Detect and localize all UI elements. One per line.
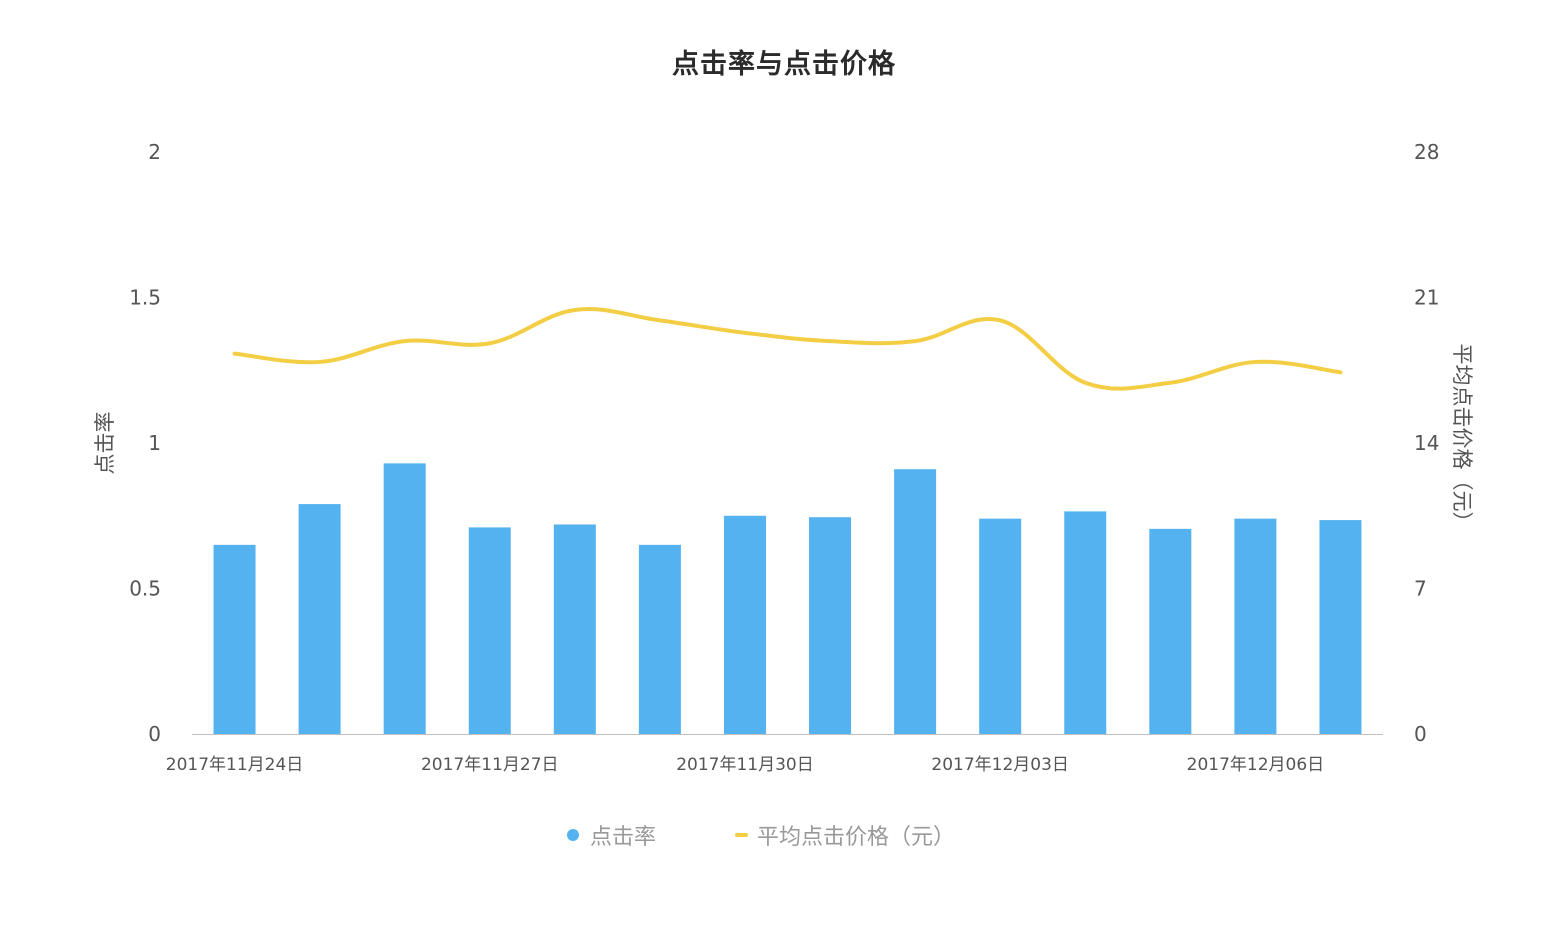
y-tick-label: 0.5 bbox=[129, 577, 161, 601]
y-tick-label: 1.5 bbox=[129, 286, 161, 310]
legend-label: 平均点击价格（元） bbox=[757, 825, 956, 850]
legend-item-avg-price[interactable]: 平均点击价格（元） bbox=[735, 819, 955, 851]
bar bbox=[979, 518, 1022, 734]
x-tick-label: 2017年11月27日 bbox=[421, 755, 559, 775]
y-tick-label: 0 bbox=[148, 722, 161, 746]
line-point bbox=[913, 339, 917, 343]
x-tick-label: 2017年12月06日 bbox=[1187, 755, 1325, 775]
legend: 点击率 平均点击价格（元） bbox=[0, 815, 1568, 855]
line-point bbox=[1253, 360, 1257, 364]
y2-tick-label: 14 bbox=[1414, 431, 1439, 455]
bar bbox=[213, 544, 256, 734]
y2-tick-label: 7 bbox=[1414, 577, 1427, 601]
line-point bbox=[403, 339, 407, 343]
y-tick-label: 2 bbox=[148, 140, 161, 164]
x-tick-label: 2017年12月03日 bbox=[931, 755, 1069, 775]
bar bbox=[894, 469, 937, 734]
legend-label: 点击率 bbox=[590, 825, 657, 850]
bar bbox=[723, 515, 766, 734]
line-point bbox=[743, 331, 747, 335]
bar bbox=[809, 517, 852, 734]
line-point bbox=[488, 341, 492, 345]
x-tick-label: 2017年11月24日 bbox=[166, 755, 304, 775]
line-point bbox=[1168, 381, 1172, 385]
bar bbox=[468, 527, 511, 734]
x-tick-label: 2017年11月30日 bbox=[676, 755, 814, 775]
line-point bbox=[658, 318, 662, 322]
bar bbox=[1064, 511, 1107, 734]
price-line bbox=[232, 307, 1343, 391]
bar bbox=[1319, 520, 1362, 734]
line-point bbox=[1338, 370, 1342, 374]
bar bbox=[1234, 518, 1277, 734]
bar bbox=[1149, 528, 1192, 734]
y2-tick-label: 21 bbox=[1414, 286, 1439, 310]
bar bbox=[553, 524, 596, 734]
y2-tick-label: 0 bbox=[1414, 722, 1427, 746]
line-point bbox=[828, 339, 832, 343]
legend-dot-icon bbox=[567, 829, 579, 841]
y2-tick-label: 28 bbox=[1414, 140, 1439, 164]
legend-item-click-rate[interactable]: 点击率 bbox=[567, 819, 656, 851]
line-point bbox=[233, 352, 237, 356]
line-point bbox=[1083, 381, 1087, 385]
line-point bbox=[318, 360, 322, 364]
chart-title: 点击率与点击价格 bbox=[672, 49, 896, 80]
bar bbox=[638, 544, 681, 734]
bar bbox=[383, 463, 426, 734]
line-point bbox=[998, 318, 1002, 322]
legend-line-icon bbox=[735, 833, 748, 837]
line-point bbox=[573, 308, 577, 312]
bar bbox=[298, 504, 341, 734]
y-tick-label: 1 bbox=[148, 431, 161, 455]
